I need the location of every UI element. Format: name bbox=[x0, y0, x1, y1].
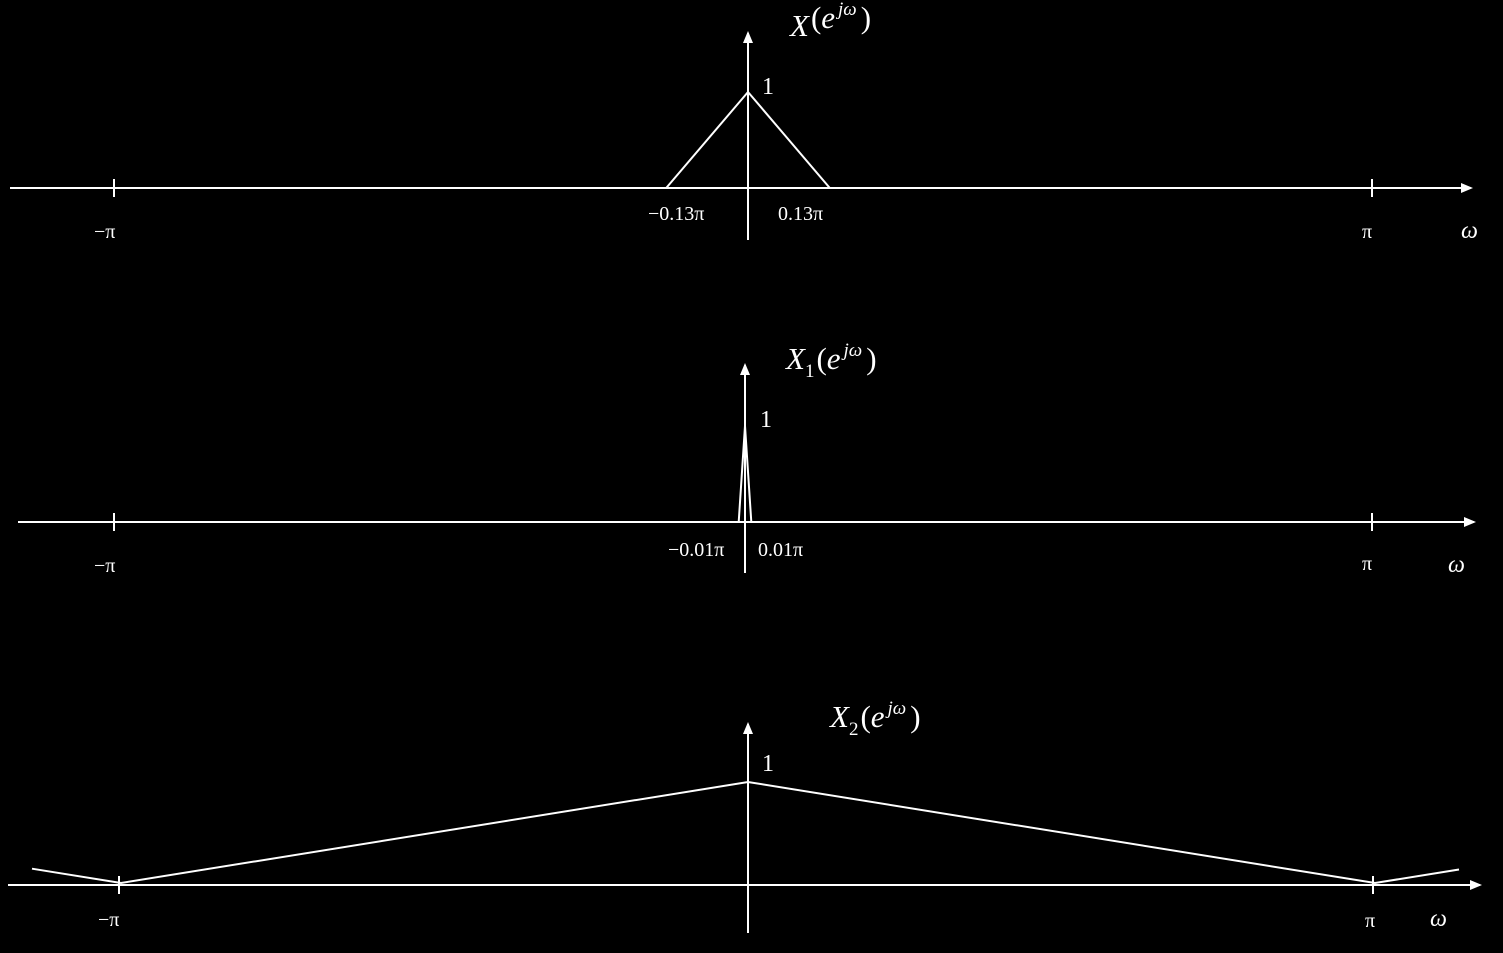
title-close-paren: ) bbox=[866, 341, 876, 376]
title-letter: X bbox=[788, 8, 810, 43]
band-edge-label-pos: 0.01π bbox=[758, 539, 803, 561]
title-open-paren: ( bbox=[816, 341, 826, 376]
title-open-paren: ( bbox=[811, 0, 821, 35]
title-letter: X bbox=[828, 699, 850, 734]
title-open-paren: ( bbox=[860, 699, 870, 734]
title-base: e bbox=[821, 0, 835, 35]
tick-label-pos-pi: π bbox=[1362, 221, 1372, 243]
tick-label-pos-pi: π bbox=[1365, 910, 1375, 932]
triangle-spectrum bbox=[737, 425, 753, 523]
tick-label-pos-pi: π bbox=[1362, 553, 1372, 575]
periodic-triangle-spectrum bbox=[31, 780, 1460, 885]
title-letter: X bbox=[784, 341, 806, 376]
title-exponent: jω bbox=[885, 698, 907, 719]
band-edge-label-pos: 0.13π bbox=[778, 203, 823, 225]
omega-axis-label: ω bbox=[1430, 906, 1447, 932]
band-edge-label-neg: −0.13π bbox=[648, 203, 704, 225]
title-base: e bbox=[871, 699, 885, 734]
triangle-spectrum bbox=[665, 90, 831, 189]
band-edge-label-neg: −0.01π bbox=[668, 539, 724, 561]
title-base: e bbox=[827, 341, 841, 376]
spectrum-panel-x1: 1 −π π −0.01π 0.01π ω X1(e jω) bbox=[18, 340, 1476, 578]
title-exponent: jω bbox=[841, 340, 863, 361]
spectrum-title: X2(e jω) bbox=[828, 698, 921, 740]
title-subscript: 2 bbox=[849, 719, 859, 740]
peak-value-label: 1 bbox=[760, 407, 772, 433]
spectrum-panel-x2: 1 −π π ω X2(e jω) bbox=[8, 698, 1482, 933]
spectrum-title: X(e jω) bbox=[788, 0, 871, 43]
peak-value-label: 1 bbox=[762, 74, 774, 100]
title-subscript: 1 bbox=[805, 361, 815, 382]
omega-axis-label: ω bbox=[1448, 552, 1465, 578]
peak-value-label: 1 bbox=[762, 751, 774, 777]
tick-label-neg-pi: −π bbox=[94, 555, 115, 577]
title-close-paren: ) bbox=[861, 0, 871, 35]
spectrum-title: X1(e jω) bbox=[784, 340, 877, 382]
tick-label-neg-pi: −π bbox=[98, 909, 119, 931]
title-exponent: jω bbox=[835, 0, 857, 20]
omega-axis-label: ω bbox=[1461, 218, 1478, 244]
title-close-paren: ) bbox=[910, 699, 920, 734]
spectrum-panel-x: 1 −π π −0.13π 0.13π ω X(e jω) bbox=[10, 0, 1478, 244]
tick-label-neg-pi: −π bbox=[94, 221, 115, 243]
